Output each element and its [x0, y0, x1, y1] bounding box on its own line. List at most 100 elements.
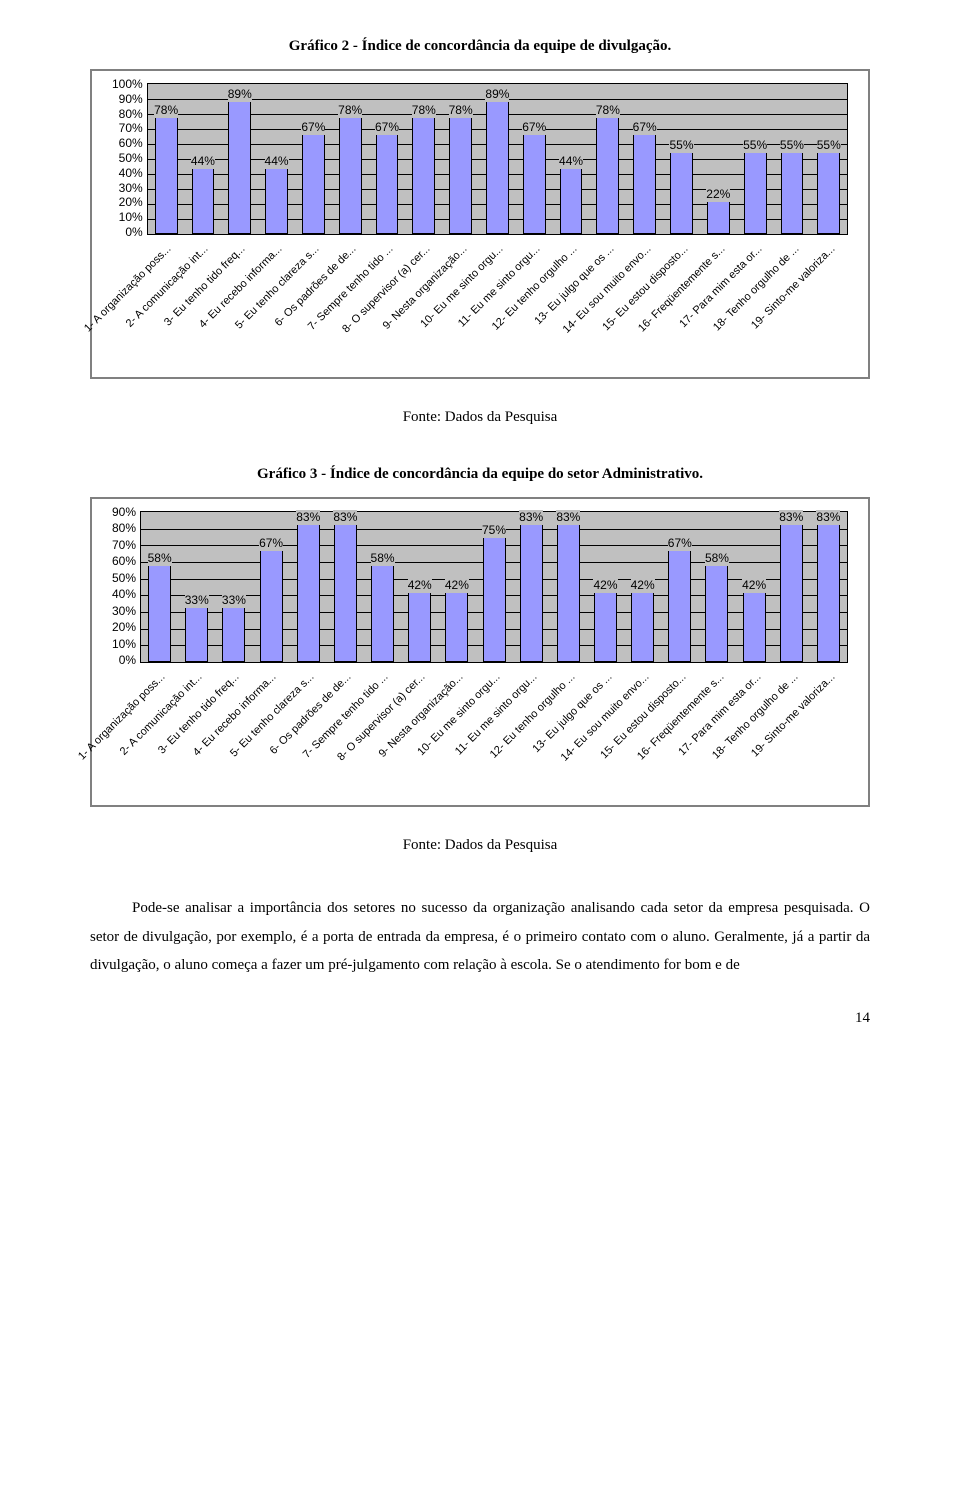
chart2-x-axis: 1- A organização poss...2- A comunicação… — [112, 243, 848, 373]
bar: 83% — [817, 524, 840, 662]
bar: 83% — [334, 524, 357, 662]
page: Gráfico 2 - Índice de concordância da eq… — [0, 0, 960, 1057]
bar-value-label: 83% — [296, 510, 320, 525]
chart2-wrap: 100%90%80%70%60%50%40%30%20%10%0% 78%44%… — [112, 83, 848, 239]
body-paragraph: Pode-se analisar a importância dos setor… — [90, 894, 870, 980]
y-tick: 50% — [112, 151, 143, 165]
bar: 67% — [523, 134, 546, 235]
chart3-y-axis: 90%80%70%60%50%40%30%20%10%0% — [112, 505, 140, 667]
y-tick: 20% — [112, 195, 143, 209]
bar-value-label: 42% — [408, 578, 432, 593]
y-tick: 80% — [112, 521, 136, 535]
bar-value-label: 78% — [338, 103, 362, 118]
bar: 89% — [228, 101, 251, 235]
bar-value-label: 78% — [412, 103, 436, 118]
chart3-source: Fonte: Dados da Pesquisa — [90, 837, 870, 854]
bar: 67% — [668, 550, 691, 662]
bar-value-label: 58% — [705, 551, 729, 566]
bar-value-label: 83% — [556, 510, 580, 525]
y-tick: 60% — [112, 554, 136, 568]
y-tick: 100% — [112, 77, 143, 91]
bar: 78% — [596, 117, 619, 234]
bar-value-label: 67% — [633, 120, 657, 135]
chart2-title: Gráfico 2 - Índice de concordância da eq… — [90, 38, 870, 55]
bar-value-label: 44% — [191, 154, 215, 169]
bar: 42% — [743, 592, 766, 662]
bar: 83% — [520, 524, 543, 662]
bar-value-label: 67% — [301, 120, 325, 135]
bar-value-label: 83% — [519, 510, 543, 525]
bar: 42% — [445, 592, 468, 662]
bar-value-label: 89% — [228, 87, 252, 102]
bar-value-label: 78% — [154, 103, 178, 118]
bar: 44% — [192, 168, 215, 234]
chart2-source: Fonte: Dados da Pesquisa — [90, 409, 870, 426]
y-tick: 60% — [112, 136, 143, 150]
page-number: 14 — [90, 1010, 870, 1027]
bar-value-label: 42% — [593, 578, 617, 593]
chart2-y-axis: 100%90%80%70%60%50%40%30%20%10%0% — [112, 77, 147, 239]
bar: 42% — [631, 592, 654, 662]
y-tick: 40% — [112, 587, 136, 601]
bar-value-label: 55% — [817, 138, 841, 153]
bar-value-label: 75% — [482, 523, 506, 538]
bar-value-label: 42% — [631, 578, 655, 593]
chart3-box: 90%80%70%60%50%40%30%20%10%0% 58%33%33%6… — [90, 497, 870, 807]
chart2-bars: 78%44%89%44%67%78%67%78%78%89%67%44%78%6… — [148, 84, 847, 234]
bar-value-label: 89% — [485, 87, 509, 102]
bar-value-label: 67% — [522, 120, 546, 135]
y-tick: 70% — [112, 538, 136, 552]
bar: 42% — [408, 592, 431, 662]
bar-value-label: 67% — [375, 120, 399, 135]
chart3-plot: 58%33%33%67%83%83%58%42%42%75%83%83%42%4… — [140, 511, 848, 663]
bar-value-label: 83% — [333, 510, 357, 525]
bar: 55% — [744, 152, 767, 235]
chart3-wrap: 90%80%70%60%50%40%30%20%10%0% 58%33%33%6… — [112, 511, 848, 667]
bar: 42% — [594, 592, 617, 662]
bar-value-label: 83% — [779, 510, 803, 525]
bar-value-label: 67% — [259, 536, 283, 551]
bar: 33% — [185, 607, 208, 662]
bar: 89% — [486, 101, 509, 235]
bar-value-label: 33% — [222, 593, 246, 608]
bar: 58% — [148, 565, 171, 662]
bar: 55% — [781, 152, 804, 235]
chart2-x-categories: 1- A organização poss...2- A comunicação… — [147, 243, 848, 373]
y-tick: 90% — [112, 92, 143, 106]
y-tick: 0% — [112, 225, 143, 239]
bar-value-label: 58% — [371, 551, 395, 566]
bar-value-label: 83% — [816, 510, 840, 525]
chart2-plot: 78%44%89%44%67%78%67%78%78%89%67%44%78%6… — [147, 83, 848, 235]
y-tick: 90% — [112, 505, 136, 519]
bar: 83% — [557, 524, 580, 662]
bar: 58% — [371, 565, 394, 662]
bar: 67% — [376, 134, 399, 235]
chart3-x-axis: 1- A organização poss...2- A comunicação… — [112, 671, 848, 801]
body-text: Pode-se analisar a importância dos setor… — [90, 894, 870, 980]
chart3-bars: 58%33%33%67%83%83%58%42%42%75%83%83%42%4… — [141, 512, 847, 662]
y-tick: 40% — [112, 166, 143, 180]
bar: 55% — [817, 152, 840, 235]
bar-value-label: 42% — [445, 578, 469, 593]
bar: 33% — [222, 607, 245, 662]
y-tick: 70% — [112, 121, 143, 135]
y-tick: 30% — [112, 181, 143, 195]
bar: 78% — [339, 117, 362, 234]
y-tick: 20% — [112, 620, 136, 634]
bar-value-label: 42% — [742, 578, 766, 593]
bar-value-label: 44% — [559, 154, 583, 169]
y-tick: 80% — [112, 107, 143, 121]
bar-value-label: 58% — [148, 551, 172, 566]
bar-value-label: 55% — [743, 138, 767, 153]
bar: 44% — [265, 168, 288, 234]
chart3-title: Gráfico 3 - Índice de concordância da eq… — [90, 466, 870, 483]
bar-value-label: 67% — [668, 536, 692, 551]
bar: 67% — [260, 550, 283, 662]
bar: 22% — [707, 201, 730, 234]
chart2-box: 100%90%80%70%60%50%40%30%20%10%0% 78%44%… — [90, 69, 870, 379]
bar: 83% — [297, 524, 320, 662]
bar: 78% — [155, 117, 178, 234]
bar: 78% — [449, 117, 472, 234]
bar: 78% — [412, 117, 435, 234]
bar-value-label: 55% — [780, 138, 804, 153]
